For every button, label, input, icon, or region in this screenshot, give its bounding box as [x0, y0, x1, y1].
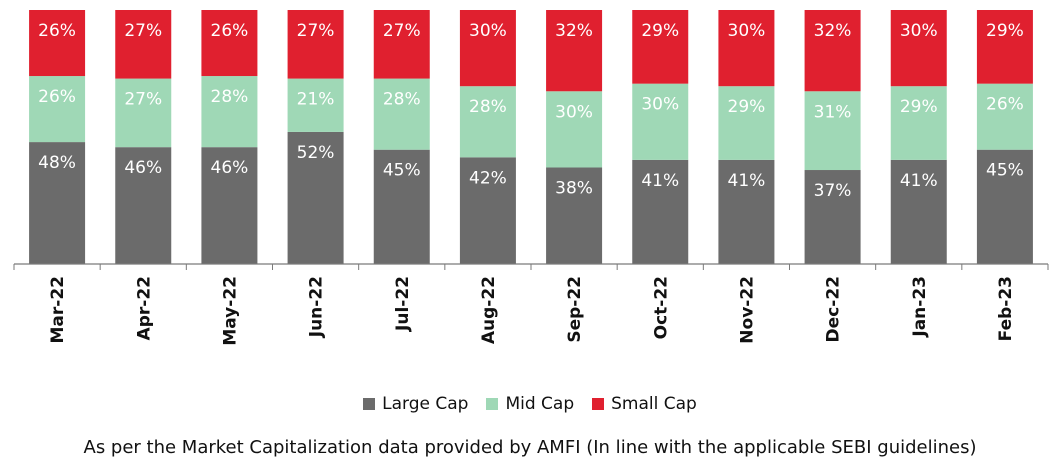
data-label-mid-cap: 30% [641, 95, 679, 115]
data-label-small-cap: 30% [728, 21, 766, 41]
bar-segment-large-cap [632, 159, 689, 264]
bar-segment-mid-cap [115, 78, 172, 148]
data-label-mid-cap: 29% [900, 97, 938, 117]
x-tick-label: Jul-22 [393, 276, 413, 332]
data-label-small-cap: 32% [555, 21, 593, 41]
x-tick-label: Apr-22 [134, 276, 154, 340]
x-tick-label: Jun-22 [307, 276, 327, 338]
bar-segment-large-cap [718, 159, 775, 264]
bar-segment-large-cap [373, 149, 430, 264]
bar-segment-small-cap [115, 10, 172, 79]
data-label-large-cap: 41% [900, 171, 938, 191]
x-tick-label: Mar-22 [48, 276, 68, 344]
bar-segment-small-cap [804, 10, 861, 92]
x-tick-label: Dec-22 [824, 276, 844, 342]
x-tick-label: Jan-23 [910, 276, 930, 338]
data-label-small-cap: 27% [383, 21, 421, 41]
bar-segment-small-cap [546, 10, 603, 92]
bar-segment-large-cap [976, 149, 1033, 264]
data-label-mid-cap: 26% [986, 95, 1024, 115]
data-label-large-cap: 48% [38, 153, 76, 173]
data-label-small-cap: 30% [900, 21, 938, 41]
bar-segment-mid-cap [287, 78, 344, 132]
footnote: As per the Market Capitalization data pr… [83, 437, 977, 458]
x-tick-label: Aug-22 [479, 276, 499, 344]
bar-segment-large-cap [201, 147, 258, 264]
data-label-large-cap: 37% [814, 181, 852, 201]
data-label-small-cap: 29% [986, 21, 1024, 41]
bar-segment-mid-cap [201, 76, 258, 148]
legend-swatch-mid-cap [486, 398, 499, 410]
data-label-small-cap: 26% [38, 21, 76, 41]
legend-label-small-cap: Small Cap [611, 394, 697, 414]
bar-segment-large-cap [546, 167, 603, 264]
bar-segment-large-cap [890, 159, 947, 264]
bar-segment-small-cap [201, 10, 258, 77]
data-label-mid-cap: 28% [469, 97, 507, 117]
x-tick-label: Sep-22 [565, 276, 585, 343]
bar-segment-large-cap [29, 142, 86, 264]
x-tick-label: Oct-22 [651, 276, 671, 339]
data-label-mid-cap: 31% [814, 102, 852, 122]
data-label-mid-cap: 28% [211, 87, 249, 107]
legend: Large Cap Mid Cap Small Cap [0, 394, 1060, 414]
bar-segment-small-cap [890, 10, 947, 87]
bar-segment-small-cap [287, 10, 344, 79]
bar-segment-small-cap [718, 10, 775, 87]
legend-swatch-large-cap [363, 398, 376, 410]
legend-label-mid-cap: Mid Cap [505, 394, 575, 414]
data-label-large-cap: 45% [986, 161, 1024, 181]
legend-item-large-cap: Large Cap [363, 394, 468, 414]
bar-segment-large-cap [115, 147, 172, 264]
data-label-mid-cap: 21% [297, 90, 335, 110]
data-label-mid-cap: 26% [38, 87, 76, 107]
data-label-mid-cap: 30% [555, 102, 593, 122]
bar-segment-small-cap [459, 10, 516, 87]
bar-segment-mid-cap [804, 91, 861, 171]
bar-segment-large-cap [459, 157, 516, 264]
bar-segment-large-cap [287, 131, 344, 264]
legend-item-mid-cap: Mid Cap [486, 394, 574, 414]
bar-segment-small-cap [29, 10, 86, 77]
bar-segment-mid-cap [373, 78, 430, 150]
x-tick-label: Feb-23 [996, 276, 1016, 341]
data-label-large-cap: 46% [211, 158, 249, 178]
legend-item-small-cap: Small Cap [592, 394, 697, 414]
bar-segment-mid-cap [890, 86, 947, 160]
bar-segment-small-cap [373, 10, 430, 79]
x-tick-label: Nov-22 [737, 276, 757, 344]
bar-segment-mid-cap [976, 83, 1033, 150]
data-label-large-cap: 45% [383, 161, 421, 181]
data-label-small-cap: 32% [814, 21, 852, 41]
data-label-large-cap: 38% [555, 178, 593, 198]
data-label-large-cap: 46% [124, 158, 162, 178]
x-tick-label: May-22 [220, 276, 240, 346]
data-label-large-cap: 41% [641, 171, 679, 191]
data-label-large-cap: 52% [297, 143, 335, 163]
bar-segment-mid-cap [459, 86, 516, 158]
data-label-small-cap: 27% [124, 21, 162, 41]
data-label-small-cap: 29% [641, 21, 679, 41]
data-label-mid-cap: 29% [728, 97, 766, 117]
data-label-large-cap: 41% [728, 171, 766, 191]
bar-segment-small-cap [976, 10, 1033, 84]
bar-segment-mid-cap [546, 91, 603, 168]
stacked-bar-chart: 48% 26% 26% Mar-22 46% 27% 27% Apr-22 46% 28% 26% M… [13, 10, 1049, 346]
data-label-small-cap: 27% [297, 21, 335, 41]
data-label-mid-cap: 28% [383, 90, 421, 110]
data-label-small-cap: 30% [469, 21, 507, 41]
bar-segment-large-cap [804, 170, 861, 264]
legend-label-large-cap: Large Cap [382, 394, 469, 414]
data-label-large-cap: 42% [469, 168, 507, 188]
bar-segment-mid-cap [718, 86, 775, 160]
data-label-mid-cap: 27% [124, 90, 162, 110]
legend-swatch-small-cap [592, 398, 605, 410]
bar-segment-mid-cap [632, 83, 689, 160]
bar-segment-small-cap [632, 10, 689, 84]
data-label-small-cap: 26% [211, 21, 249, 41]
bar-segment-mid-cap [29, 76, 86, 143]
